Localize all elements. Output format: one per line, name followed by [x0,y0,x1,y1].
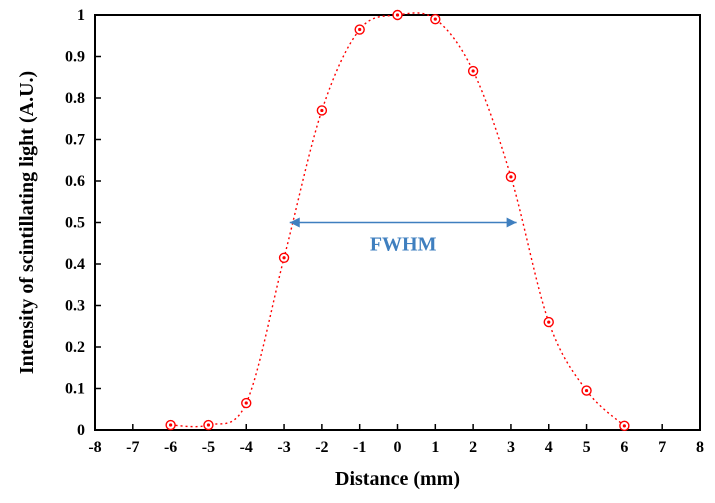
data-marker-dot [623,424,626,427]
svg-text:0.7: 0.7 [65,132,85,149]
svg-text:0.1: 0.1 [65,381,85,398]
data-marker-dot [282,256,285,259]
data-marker-dot [434,18,437,21]
data-marker-dot [396,13,399,16]
data-marker-dot [245,401,248,404]
data-marker-dot [169,423,172,426]
x-axis-label: Distance (mm) [335,468,460,490]
data-marker-dot [547,321,550,324]
svg-text:6: 6 [620,439,628,456]
svg-text:5: 5 [583,439,591,456]
svg-text:0.9: 0.9 [65,49,85,66]
svg-text:-6: -6 [164,439,177,456]
svg-text:-1: -1 [353,439,366,456]
data-marker-dot [472,69,475,72]
svg-text:3: 3 [507,439,515,456]
svg-text:1: 1 [431,439,439,456]
y-axis-label: Intensity of scintillating light (A.U.) [16,71,38,374]
scintillation-chart: -8 -7 -6 -5 -4 -3 -2 -1 0 1 2 3 4 5 6 7 8 0 0.1 0.2 0.3 0.4 0.… [0,0,715,503]
svg-text:0.8: 0.8 [65,90,85,107]
svg-text:0.6: 0.6 [65,173,85,190]
svg-text:0: 0 [394,439,402,456]
fwhm-label: FWHM [370,234,437,256]
data-marker-dot [207,423,210,426]
chart-svg: -8 -7 -6 -5 -4 -3 -2 -1 0 1 2 3 4 5 6 7 8 0 0.1 0.2 0.3 0.4 0.… [0,0,715,503]
data-marker-dot [320,109,323,112]
svg-text:-2: -2 [315,439,328,456]
svg-text:4: 4 [545,439,553,456]
data-marker-dot [358,28,361,31]
svg-text:0.2: 0.2 [65,339,85,356]
svg-text:-8: -8 [88,439,101,456]
svg-text:0: 0 [77,422,85,439]
svg-text:-3: -3 [277,439,290,456]
svg-text:8: 8 [696,439,704,456]
svg-text:0.3: 0.3 [65,298,85,315]
svg-text:0.4: 0.4 [65,256,85,273]
svg-text:1: 1 [77,7,85,24]
data-marker-dot [585,389,588,392]
svg-text:2: 2 [469,439,477,456]
svg-text:-4: -4 [240,439,253,456]
svg-text:-5: -5 [202,439,215,456]
svg-text:7: 7 [658,439,666,456]
data-marker-dot [509,175,512,178]
svg-text:-7: -7 [126,439,139,456]
svg-text:0.5: 0.5 [65,215,85,232]
